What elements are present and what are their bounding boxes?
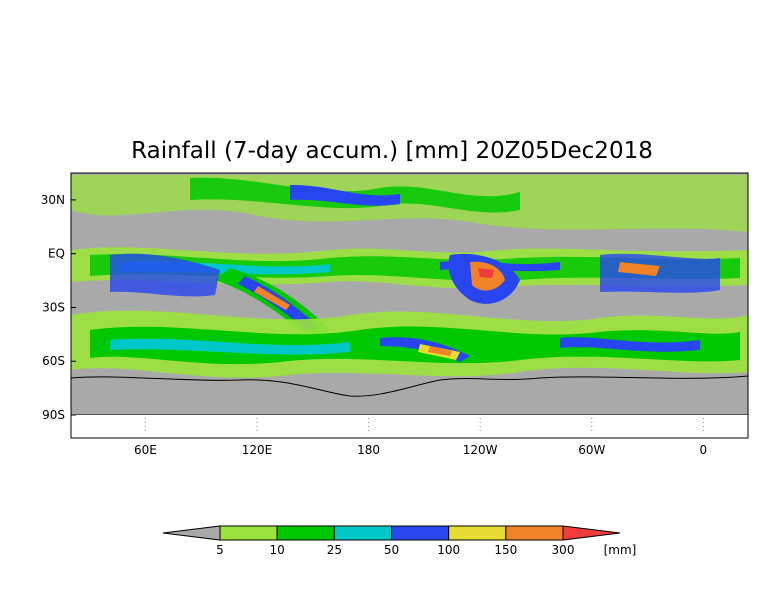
y-axis: 30N EQ 30S 60S 90S [41, 193, 76, 422]
y-tick-label: 30N [41, 193, 65, 207]
colorbar-level-label: 50 [384, 543, 399, 557]
colorbar-box [505, 525, 564, 541]
colorbar-low-triangle [162, 525, 221, 541]
x-tick-label: 120W [463, 443, 498, 457]
x-tick-label: 60W [578, 443, 605, 457]
x-tick-label: 0 [700, 443, 708, 457]
colorbar-level-label: 100 [437, 543, 460, 557]
colorbar-level-label: 150 [494, 543, 517, 557]
colorbar: 5 10 25 50 100 150 300 [mm] [162, 525, 637, 557]
y-tick-label: 30S [42, 300, 65, 314]
colorbar-box [448, 525, 507, 541]
colorbar-level-label: 5 [216, 543, 224, 557]
y-tick-label: EQ [48, 247, 65, 261]
rainfall-field [71, 175, 748, 378]
colorbar-high-triangle [562, 525, 621, 541]
colorbar-level-label: 10 [270, 543, 285, 557]
colorbar-box [276, 525, 335, 541]
plot-frame [70, 172, 749, 439]
colorbar-box [333, 525, 393, 541]
x-tick-label: 180 [357, 443, 380, 457]
colorbar-box [391, 525, 450, 541]
x-axis: 60E120E180120W60W060E120E [134, 418, 708, 457]
colorbar-level-label: 300 [552, 543, 575, 557]
antarctica-outline [71, 375, 748, 416]
x-tick-label: 60E [134, 443, 157, 457]
south-pole-strip [71, 415, 748, 438]
y-tick-label: 60S [42, 354, 65, 368]
map-title: Rainfall (7-day accum.) [mm] 20Z05Dec201… [131, 138, 653, 164]
colorbar-unit-label: [mm] [604, 543, 637, 557]
x-tick-label: 120E [242, 443, 273, 457]
colorbar-level-label: 25 [327, 543, 342, 557]
y-tick-label: 90S [42, 408, 65, 422]
colorbar-box [219, 525, 278, 541]
